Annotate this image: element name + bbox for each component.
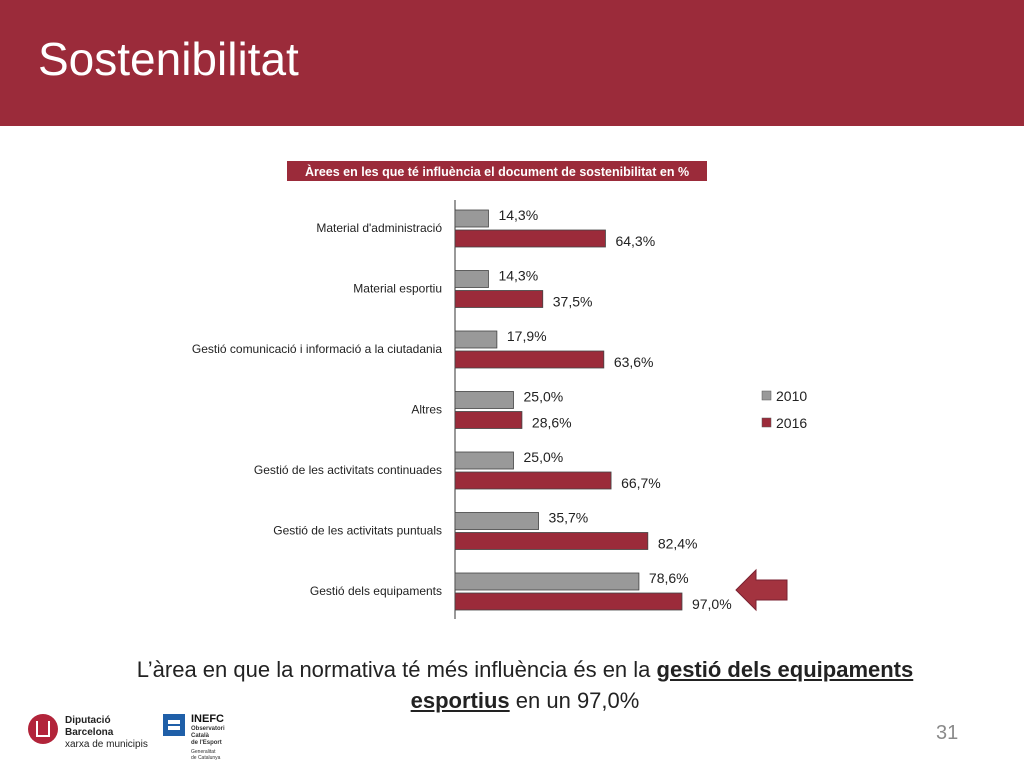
data-label-2010: 14,3% xyxy=(498,268,538,284)
category-label: Gestió dels equipaments xyxy=(310,584,442,598)
legend-label-2016: 2016 xyxy=(776,415,807,431)
diputacio-logo: Diputació Barcelona xarxa de municipis xyxy=(28,712,158,756)
legend-swatch-2016 xyxy=(761,417,772,428)
bar-2016 xyxy=(454,592,683,611)
data-label-2016: 66,7% xyxy=(621,475,661,491)
data-label-2016: 64,3% xyxy=(615,233,655,249)
inefc-line5: de Catalunya xyxy=(191,755,221,761)
bar-2010 xyxy=(454,391,514,409)
inefc-line2: Català xyxy=(191,733,210,739)
header-bar xyxy=(0,0,1024,126)
data-label-2010: 17,9% xyxy=(507,328,547,344)
page-number: 31 xyxy=(936,722,959,744)
diputacio-line3: xarxa de municipis xyxy=(65,739,148,750)
data-label-2016: 28,6% xyxy=(532,415,572,431)
inefc-line1: Observatori xyxy=(191,726,225,732)
conclusion-after: en un 97,0% xyxy=(509,688,640,713)
data-label-2010: 35,7% xyxy=(549,510,589,526)
data-label-2016: 63,6% xyxy=(614,354,654,370)
bar-2010 xyxy=(454,512,539,530)
diputacio-line2: Barcelona xyxy=(65,727,114,738)
data-label-2016: 82,4% xyxy=(658,536,698,552)
bar-2010 xyxy=(454,270,489,288)
bar-2016 xyxy=(454,471,612,490)
data-label-2010: 25,0% xyxy=(524,449,564,465)
conclusion-before: L’àrea en que la normativa té més influè… xyxy=(136,657,657,682)
diputacio-line1: Diputació xyxy=(65,715,111,726)
category-label: Gestió de les activitats puntuals xyxy=(273,524,442,538)
legend-swatch-2010 xyxy=(761,390,772,401)
inefc-line4: Generalitat xyxy=(191,749,216,755)
data-label-2010: 14,3% xyxy=(498,207,538,223)
slide-title: Sostenibilitat xyxy=(38,33,299,85)
bar-2010 xyxy=(454,451,514,470)
category-label: Material esportiu xyxy=(353,282,442,296)
bar-2016 xyxy=(454,229,606,248)
category-label: Altres xyxy=(411,403,442,417)
bar-2016 xyxy=(454,350,605,369)
bar-chart: Àrees en les que té influència el docume… xyxy=(192,161,807,619)
bar-2016 xyxy=(454,290,544,308)
conclusion-text: L’àrea en que la normativa té més influè… xyxy=(100,654,950,716)
data-label-2010: 25,0% xyxy=(524,389,564,405)
bar-2010 xyxy=(454,572,640,591)
inefc-line3: de l'Esport xyxy=(191,740,222,746)
chart-title-box xyxy=(287,161,707,181)
data-label-2010: 78,6% xyxy=(649,570,689,586)
data-label-2016: 97,0% xyxy=(692,596,732,612)
chart-title: Àrees en les que té influència el docume… xyxy=(305,164,689,179)
bar-2016 xyxy=(454,411,523,429)
bar-2016 xyxy=(454,532,649,550)
legend-label-2010: 2010 xyxy=(776,388,807,404)
inefc-emblem-icon xyxy=(163,714,185,736)
data-label-2016: 37,5% xyxy=(553,294,593,310)
conclusion-highlight: gestió dels equipaments esportius xyxy=(410,657,914,713)
category-label: Gestió comunicació i informació a la ciu… xyxy=(192,342,442,356)
bar-2010 xyxy=(454,209,489,228)
diputacio-emblem-icon xyxy=(28,714,58,744)
bar-2010 xyxy=(454,330,498,349)
inefc-logo: INEFC Observatori Català de l'Esport Gen… xyxy=(163,712,263,762)
highlight-arrow-icon xyxy=(735,568,788,612)
inefc-name: INEFC xyxy=(191,713,224,725)
category-label: Gestió de les activitats continuades xyxy=(254,463,442,477)
category-label: Material d'administració xyxy=(316,221,442,235)
